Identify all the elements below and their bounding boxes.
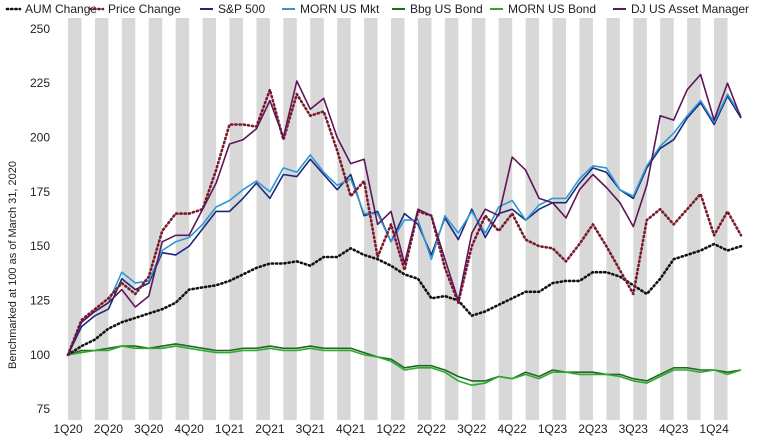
background-band bbox=[606, 18, 620, 420]
x-tick-label: 4Q23 bbox=[659, 422, 689, 436]
y-tick-label: 150 bbox=[30, 239, 50, 253]
x-tick-label: 2Q22 bbox=[417, 422, 447, 436]
background-band bbox=[283, 18, 297, 420]
background-band bbox=[471, 18, 486, 420]
legend-label: Bbg US Bond bbox=[410, 2, 483, 16]
x-tick-label: 1Q22 bbox=[376, 422, 406, 436]
y-tick-label: 75 bbox=[37, 402, 51, 416]
y-tick-label: 100 bbox=[30, 348, 50, 362]
legend-label: S&P 500 bbox=[218, 2, 265, 16]
legend-label: MORN US Mkt bbox=[300, 2, 380, 16]
series-line-morn-us-mkt bbox=[67, 93, 742, 356]
legend-label: MORN US Bond bbox=[508, 2, 596, 16]
legend-label: AUM Change bbox=[25, 2, 97, 16]
x-tick-label: 1Q20 bbox=[53, 422, 83, 436]
series-line-aum-change bbox=[66, 242, 743, 357]
x-tick-label: 4Q22 bbox=[498, 422, 528, 436]
x-tick-label: 2Q23 bbox=[578, 422, 608, 436]
background-band bbox=[660, 18, 674, 420]
x-tick-label: 3Q23 bbox=[619, 422, 649, 436]
background-band bbox=[498, 18, 513, 420]
background-band bbox=[148, 18, 163, 420]
background-band bbox=[337, 18, 351, 420]
background-band bbox=[94, 18, 109, 420]
x-tick-label: 4Q20 bbox=[174, 422, 204, 436]
x-tick-label: 3Q21 bbox=[296, 422, 326, 436]
background-band bbox=[525, 18, 540, 420]
x-tick-label: 1Q24 bbox=[699, 422, 729, 436]
background-band bbox=[633, 18, 647, 420]
series-line-price-change bbox=[66, 88, 743, 357]
y-tick-label: 125 bbox=[30, 293, 50, 307]
x-tick-label: 3Q22 bbox=[457, 422, 487, 436]
series-line-dj-us-asset-manager bbox=[67, 73, 742, 356]
y-axis: 75 100 125 150 175 200 225 250 bbox=[30, 22, 50, 416]
series-line-bbg-us-bond bbox=[67, 343, 742, 382]
x-tick-label: 2Q20 bbox=[94, 422, 124, 436]
background-band bbox=[121, 18, 136, 420]
legend-label: DJ US Asset Manager bbox=[631, 2, 749, 16]
x-tick-label: 3Q20 bbox=[134, 422, 164, 436]
series-line-morn-us-bond bbox=[67, 345, 742, 387]
background-bands bbox=[68, 18, 728, 420]
background-band bbox=[256, 18, 270, 420]
background-band bbox=[417, 18, 432, 420]
background-band bbox=[579, 18, 593, 420]
y-tick-label: 250 bbox=[30, 22, 50, 36]
series-line-s-p-500 bbox=[67, 95, 742, 356]
y-axis-label: Benchmarked at 100 as of March 31, 2020 bbox=[7, 161, 19, 369]
background-band bbox=[68, 18, 82, 420]
legend-label: Price Change bbox=[108, 2, 181, 16]
background-band bbox=[310, 18, 324, 420]
x-tick-label: 4Q21 bbox=[336, 422, 366, 436]
x-tick-label: 1Q23 bbox=[538, 422, 568, 436]
x-tick-label: 2Q21 bbox=[255, 422, 285, 436]
y-tick-label: 200 bbox=[30, 131, 50, 145]
legend: AUM Change Price Change S&P 500 MORN US Mkt… bbox=[5, 2, 749, 16]
background-band bbox=[175, 18, 190, 420]
background-band bbox=[552, 18, 567, 420]
x-tick-label: 1Q21 bbox=[215, 422, 245, 436]
background-band bbox=[229, 18, 243, 420]
y-tick-label: 225 bbox=[30, 76, 50, 90]
series-lines bbox=[66, 73, 743, 387]
background-band bbox=[714, 18, 728, 420]
x-axis: 1Q20 2Q20 3Q20 4Q20 1Q21 2Q21 3Q21 4Q21 1Q22 2Q22… bbox=[53, 422, 729, 436]
background-band bbox=[444, 18, 459, 420]
y-tick-label: 175 bbox=[30, 185, 50, 199]
background-band bbox=[391, 18, 405, 420]
background-band bbox=[687, 18, 701, 420]
